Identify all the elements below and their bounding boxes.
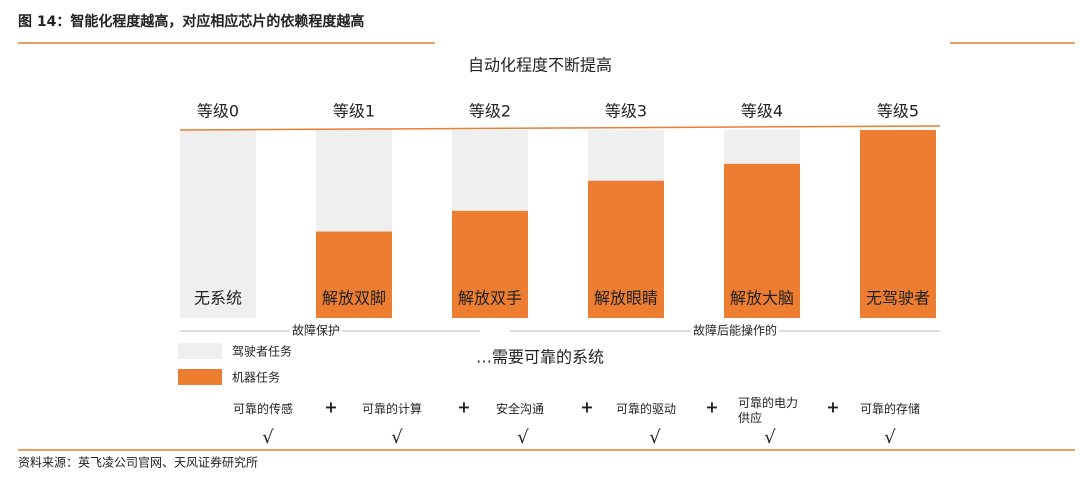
check-mark: √: [262, 427, 274, 448]
level-label: 等级2: [469, 102, 511, 121]
plus-sign: +: [457, 398, 470, 417]
check-mark: √: [649, 427, 661, 448]
level-label: 等级3: [605, 102, 647, 121]
plus-sign: +: [705, 398, 718, 417]
driver-bar: [180, 130, 256, 318]
requirement: 可靠的传感: [233, 402, 294, 416]
automation-line: [179, 125, 941, 131]
phase-label: 故障后能操作的: [693, 323, 777, 338]
legend-swatch: [178, 343, 222, 359]
requirement: 可靠的驱动: [616, 402, 677, 416]
check-mark: √: [884, 427, 896, 448]
check-mark: √: [517, 427, 529, 448]
level-label: 等级1: [333, 102, 375, 121]
level-label: 等级5: [877, 102, 919, 121]
phase-label: 故障保护: [292, 323, 340, 338]
legend-label: 驾驶者任务: [232, 344, 292, 359]
requirement: 可靠的存储: [860, 402, 921, 416]
requirement: 安全沟通: [496, 402, 545, 416]
level-name: 无系统: [194, 289, 242, 308]
header-title: 图 14：智能化程度越高，对应相应芯片的依赖程度越高: [18, 13, 364, 30]
diagram-title: 自动化程度不断提高: [468, 56, 612, 75]
level-label: 等级0: [197, 102, 239, 121]
machine-bar: [316, 231, 392, 318]
machine-bar: [860, 130, 936, 318]
plus-sign: +: [826, 398, 839, 417]
machine-bar: [588, 180, 664, 318]
level-name: 解放双脚: [322, 289, 386, 308]
legend-swatch: [178, 369, 222, 385]
level-name: 解放大脑: [730, 289, 794, 308]
subtitle: …需要可靠的系统: [476, 348, 604, 367]
requirement: 可靠的计算: [362, 402, 423, 416]
requirement: 可靠的电力供应: [738, 396, 799, 425]
level-name: 解放双手: [458, 289, 522, 308]
footer-source: 资料来源：英飞凌公司官网、天风证券研究所: [18, 455, 258, 470]
level-label: 等级4: [741, 102, 783, 121]
level-name: 无驾驶者: [866, 289, 930, 308]
check-mark: √: [391, 427, 403, 448]
legend-label: 机器任务: [232, 370, 280, 385]
machine-bar: [724, 163, 800, 318]
plus-sign: +: [324, 398, 337, 417]
plus-sign: +: [580, 398, 593, 417]
check-mark: √: [764, 427, 776, 448]
machine-bar: [452, 210, 528, 318]
level-name: 解放眼睛: [594, 289, 658, 308]
